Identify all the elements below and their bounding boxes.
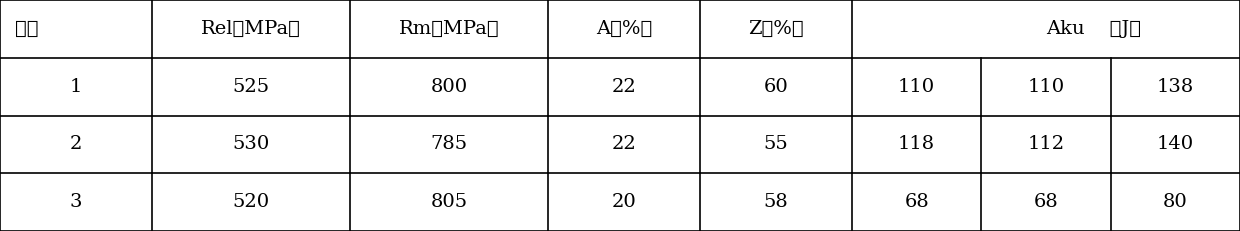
Text: 55: 55	[764, 135, 789, 153]
Text: 批次: 批次	[15, 20, 38, 38]
Text: 68: 68	[1034, 193, 1059, 211]
Text: 140: 140	[1157, 135, 1194, 153]
Text: Rm（MPa）: Rm（MPa）	[398, 20, 500, 38]
Text: 118: 118	[898, 135, 935, 153]
Text: 800: 800	[430, 78, 467, 96]
Text: 520: 520	[232, 193, 269, 211]
Text: 1: 1	[69, 78, 82, 96]
Text: 22: 22	[611, 78, 636, 96]
Text: 58: 58	[764, 193, 789, 211]
Text: 110: 110	[1028, 78, 1065, 96]
Text: A（%）: A（%）	[595, 20, 652, 38]
Text: 80: 80	[1163, 193, 1188, 211]
Text: 22: 22	[611, 135, 636, 153]
Text: 2: 2	[69, 135, 82, 153]
Text: Rel（MPa）: Rel（MPa）	[201, 20, 301, 38]
Text: Z（%）: Z（%）	[748, 20, 804, 38]
Text: 138: 138	[1157, 78, 1194, 96]
Text: 805: 805	[430, 193, 467, 211]
Text: 68: 68	[904, 193, 929, 211]
Text: 785: 785	[430, 135, 467, 153]
Text: 20: 20	[611, 193, 636, 211]
Text: 60: 60	[764, 78, 789, 96]
Text: 530: 530	[232, 135, 269, 153]
Text: 110: 110	[898, 78, 935, 96]
Text: 3: 3	[69, 193, 82, 211]
Text: Aku    （J）: Aku （J）	[1047, 20, 1141, 38]
Text: 112: 112	[1028, 135, 1065, 153]
Text: 525: 525	[232, 78, 269, 96]
